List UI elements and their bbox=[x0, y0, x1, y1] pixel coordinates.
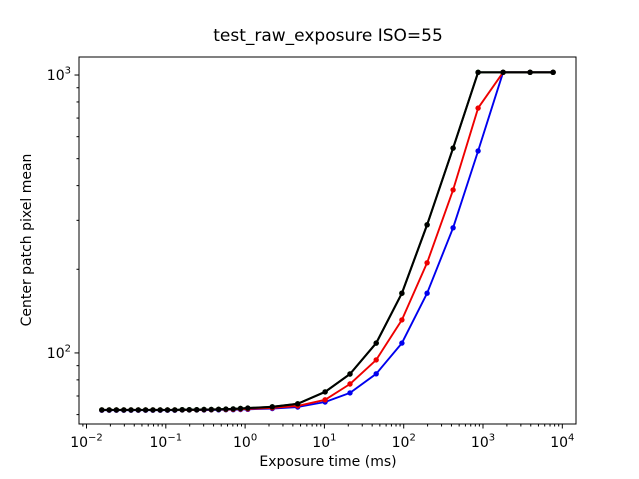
series-line-black-channel bbox=[100, 71, 555, 411]
data-point bbox=[157, 407, 163, 413]
data-point bbox=[194, 407, 200, 413]
data-point bbox=[424, 222, 430, 228]
tick-label: 10−1 bbox=[150, 433, 183, 452]
data-point bbox=[373, 371, 379, 377]
chart-title: test_raw_exposure ISO=55 bbox=[213, 26, 443, 46]
data-point bbox=[347, 381, 353, 387]
data-point bbox=[500, 69, 506, 76]
data-point bbox=[201, 406, 207, 413]
data-point bbox=[99, 407, 105, 413]
tick-label: 103 bbox=[471, 433, 495, 452]
data-point bbox=[347, 390, 353, 396]
data-point bbox=[172, 407, 178, 413]
data-point bbox=[399, 340, 405, 346]
series-line-green-channel-hidden-under-black bbox=[100, 71, 555, 411]
data-point bbox=[475, 69, 481, 76]
data-point bbox=[450, 145, 456, 151]
data-point bbox=[450, 225, 456, 231]
axis-minor-ticks bbox=[76, 87, 560, 427]
data-point bbox=[186, 407, 192, 413]
series-line-red-channel bbox=[100, 71, 555, 411]
data-point bbox=[322, 397, 328, 403]
data-point bbox=[150, 407, 156, 413]
data-point bbox=[113, 407, 120, 413]
data-point bbox=[128, 407, 134, 413]
x-axis-label: Exposure time (ms) bbox=[259, 454, 397, 470]
data-point bbox=[230, 406, 236, 412]
data-point bbox=[424, 290, 430, 296]
tick-label: 100 bbox=[233, 433, 257, 452]
data-point bbox=[135, 407, 141, 413]
tick-label: 104 bbox=[550, 433, 574, 452]
data-point bbox=[347, 371, 353, 377]
series-markers-black-channel bbox=[99, 69, 556, 413]
data-point bbox=[269, 404, 275, 410]
data-point bbox=[208, 406, 214, 413]
data-point bbox=[106, 407, 112, 413]
data-point bbox=[550, 69, 556, 76]
data-point bbox=[164, 407, 171, 413]
data-point bbox=[223, 406, 229, 412]
data-point bbox=[121, 407, 127, 413]
data-point bbox=[475, 148, 481, 154]
tick-label: 103 bbox=[47, 66, 71, 85]
data-point bbox=[527, 69, 533, 76]
data-point bbox=[373, 340, 379, 346]
data-point bbox=[399, 317, 405, 323]
data-point bbox=[373, 357, 379, 363]
tick-label: 101 bbox=[312, 433, 336, 452]
data-point bbox=[245, 405, 251, 411]
tick-label: 102 bbox=[47, 343, 71, 362]
data-point bbox=[237, 405, 244, 412]
data-point bbox=[142, 407, 149, 413]
data-point bbox=[399, 290, 405, 296]
y-axis-label: Center patch pixel mean bbox=[19, 153, 35, 327]
data-point bbox=[424, 260, 430, 266]
data-point bbox=[475, 105, 481, 111]
data-point bbox=[322, 389, 328, 395]
tick-label: 10−2 bbox=[70, 433, 103, 452]
data-point bbox=[215, 406, 222, 412]
data-point bbox=[179, 407, 185, 413]
series-line-blue-channel bbox=[100, 71, 555, 412]
tick-label: 102 bbox=[392, 433, 416, 452]
plot-box-spines bbox=[78, 56, 577, 425]
data-point bbox=[450, 187, 456, 193]
axis-major-ticks bbox=[74, 74, 563, 429]
axis-tick-labels: 10−2 10−1 100 101 102 103 104 102 103 bbox=[47, 66, 575, 451]
data-point bbox=[295, 401, 301, 407]
